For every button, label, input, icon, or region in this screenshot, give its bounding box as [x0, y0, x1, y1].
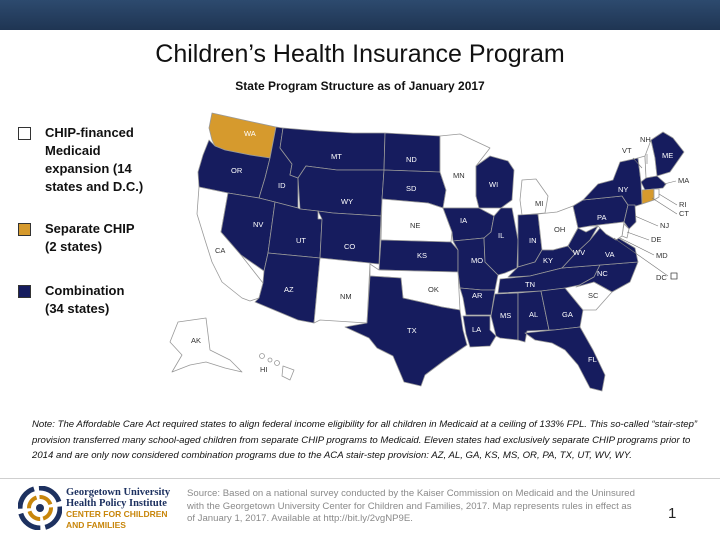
- label-WV: WV: [573, 248, 585, 257]
- state-labels: WA OR CA ID NV MT WY UT AZ CO NM ND SD N…: [191, 129, 689, 374]
- label-VA: VA: [605, 250, 614, 259]
- label-GA: GA: [562, 310, 573, 319]
- footer-divider: [0, 478, 720, 479]
- label-IA: IA: [460, 216, 467, 225]
- footnote: Note: The Affordable Care Act required s…: [32, 419, 698, 461]
- label-KY: KY: [543, 256, 553, 265]
- label-NM: NM: [340, 292, 352, 301]
- slide-title: Children’s Health Insurance Program: [155, 40, 565, 68]
- label-WA: WA: [244, 129, 256, 138]
- legend-label: Separate CHIP (2 states): [45, 221, 135, 254]
- state-CO[interactable]: [317, 210, 382, 265]
- legend-swatch-navy: [18, 285, 31, 298]
- state-RI[interactable]: [653, 188, 660, 201]
- label-UT: UT: [296, 236, 306, 245]
- label-OH: OH: [554, 225, 565, 234]
- state-TX[interactable]: [344, 275, 468, 387]
- label-IL: IL: [498, 231, 504, 240]
- label-SC: SC: [588, 291, 599, 300]
- label-ME: ME: [662, 151, 673, 160]
- label-NE: NE: [410, 221, 420, 230]
- label-MO: MO: [471, 256, 483, 265]
- legend-swatch-white: [18, 127, 31, 140]
- label-OK: OK: [428, 285, 439, 294]
- label-HI: HI: [260, 365, 268, 374]
- label-MS: MS: [500, 311, 511, 320]
- legend-medicaid-expansion: CHIP-financed Medicaid expansion (14 sta…: [18, 124, 143, 196]
- label-LA: LA: [472, 325, 481, 334]
- label-AR: AR: [472, 291, 483, 300]
- label-RI: RI: [679, 200, 687, 209]
- state-HI[interactable]: [259, 353, 295, 381]
- legend-swatch-gold: [18, 223, 31, 236]
- label-SD: SD: [406, 184, 417, 193]
- state-NJ[interactable]: [623, 204, 637, 230]
- state-NM[interactable]: [313, 257, 371, 324]
- label-OR: OR: [231, 166, 243, 175]
- logo-wordmark: Georgetown University Health Policy Inst…: [66, 487, 171, 530]
- label-CA: CA: [215, 246, 225, 255]
- label-AK: AK: [191, 336, 201, 345]
- label-MT: MT: [331, 152, 342, 161]
- label-AL: AL: [529, 310, 538, 319]
- label-NJ: NJ: [660, 221, 669, 230]
- label-NV: NV: [253, 220, 263, 229]
- top-bar: [0, 0, 720, 30]
- label-DE: DE: [651, 235, 661, 244]
- source-citation: Source: Based on a national survey condu…: [187, 488, 635, 524]
- state-NC[interactable]: [575, 261, 639, 293]
- label-TN: TN: [525, 280, 535, 289]
- state-AK[interactable]: [169, 317, 243, 373]
- label-MI: MI: [535, 199, 543, 208]
- state-UT[interactable]: [267, 201, 323, 259]
- label-KS: KS: [417, 251, 427, 260]
- legend-label: CHIP-financed Medicaid expansion (14 sta…: [45, 125, 144, 194]
- state-ND[interactable]: [383, 132, 441, 173]
- label-CT: CT: [679, 209, 689, 218]
- label-NC: NC: [597, 269, 608, 278]
- label-WY: WY: [341, 197, 353, 206]
- state-CT[interactable]: [641, 188, 655, 205]
- legend-label: Combination (34 states): [45, 283, 125, 316]
- label-NH: NH: [640, 135, 651, 144]
- state-WY[interactable]: [297, 165, 385, 217]
- label-DC: DC: [656, 273, 667, 282]
- label-MN: MN: [453, 171, 465, 180]
- slide-subtitle: State Program Structure as of January 20…: [235, 79, 485, 93]
- georgetown-seal-icon: [18, 486, 62, 530]
- state-MI[interactable]: [519, 178, 549, 216]
- state-FL[interactable]: [524, 326, 606, 392]
- label-CO: CO: [344, 242, 355, 251]
- state-LA[interactable]: [462, 315, 497, 348]
- label-AZ: AZ: [284, 285, 294, 294]
- state-MD[interactable]: [589, 221, 625, 241]
- state-WI[interactable]: [475, 155, 515, 209]
- label-WI: WI: [489, 180, 498, 189]
- page-number: 1: [668, 505, 677, 522]
- label-IN: IN: [529, 236, 537, 245]
- label-MD: MD: [656, 251, 668, 260]
- us-map: WA OR CA ID NV MT WY UT AZ CO NM ND SD N…: [169, 112, 689, 392]
- label-VT: VT: [622, 146, 632, 155]
- label-ND: ND: [406, 155, 417, 164]
- label-NY: NY: [618, 185, 628, 194]
- label-TX: TX: [407, 326, 417, 335]
- legend-combination: Combination (34 states): [18, 282, 124, 318]
- label-PA: PA: [597, 213, 606, 222]
- state-IL[interactable]: [483, 207, 519, 276]
- label-FL: FL: [588, 355, 597, 364]
- label-MA: MA: [678, 176, 689, 185]
- state-ME[interactable]: [650, 131, 685, 177]
- label-ID: ID: [278, 181, 286, 190]
- state-DC[interactable]: [670, 272, 678, 280]
- legend-separate-chip: Separate CHIP (2 states): [18, 220, 135, 256]
